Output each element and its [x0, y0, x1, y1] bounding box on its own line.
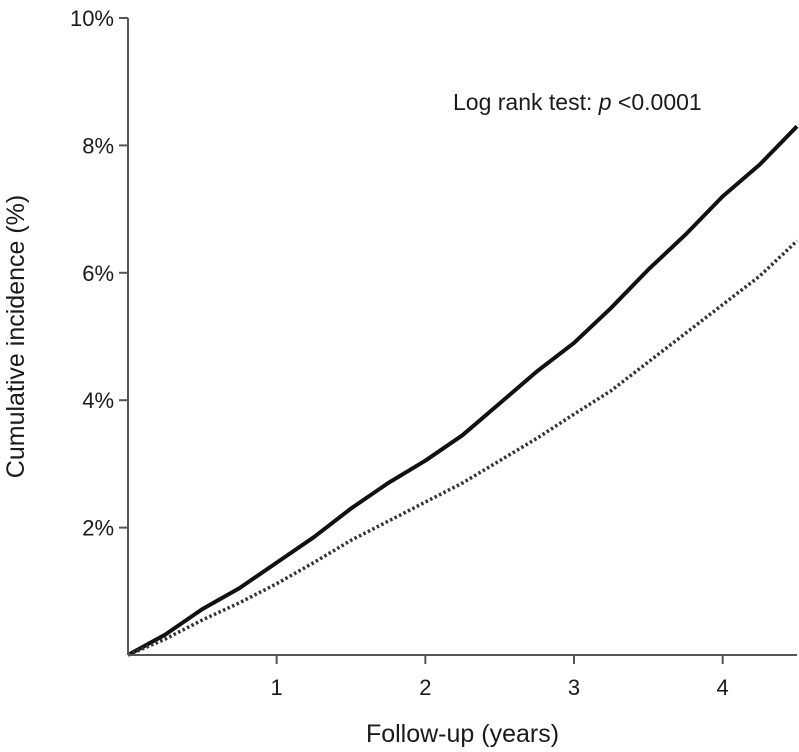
annotation-prefix: Log rank test:: [453, 89, 599, 115]
y-tick-label: 6%: [82, 261, 114, 286]
solid-series-line: [127, 124, 799, 657]
log-rank-annotation: Log rank test: p <0.0001: [453, 89, 702, 115]
x-tick-label: 3: [568, 675, 580, 700]
y-tick-label: 10%: [70, 6, 114, 31]
annotation-suffix: <0.0001: [612, 89, 702, 115]
x-tick-label: 4: [717, 675, 729, 700]
y-tick-label: 2%: [82, 516, 114, 541]
y-axis-title: Cumulative incidence (%): [2, 195, 30, 478]
y-tick-label: 4%: [82, 388, 114, 413]
x-axis-title: Follow-up (years): [366, 720, 559, 748]
x-tick-label: 2: [419, 675, 431, 700]
x-ticks: 1 2 3 4: [271, 655, 729, 700]
dotted-series-line: [127, 239, 799, 657]
y-ticks: 2% 4% 6% 8% 10%: [70, 6, 128, 541]
y-tick-label: 8%: [82, 133, 114, 158]
series-layer: [127, 124, 799, 657]
x-tick-label: 1: [271, 675, 283, 700]
annotation-p: p: [598, 89, 612, 115]
